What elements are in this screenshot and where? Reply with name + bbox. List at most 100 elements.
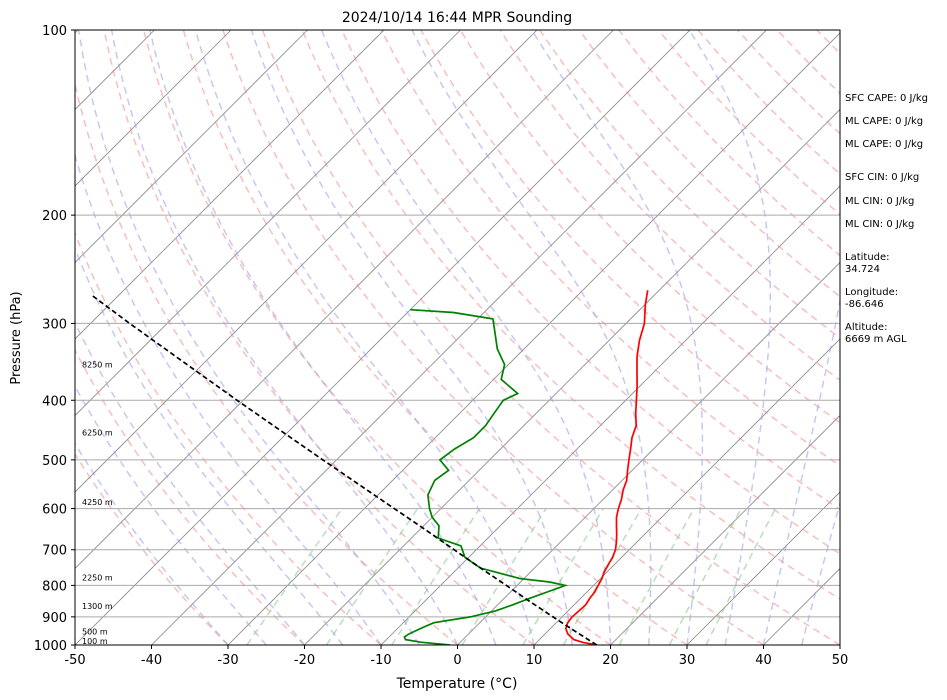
y-tick-label: 1000: [34, 639, 67, 654]
dry-adiabat: [75, 80, 458, 645]
height-label: 8250 m: [82, 360, 113, 369]
x-tick-label: 20: [602, 653, 619, 668]
altitude-label: Altitude: 6669 m AGL: [845, 322, 907, 345]
moist-adiabat: [75, 442, 229, 645]
ml-cape-label-1: ML CAPE: 0 J/kg: [845, 116, 924, 127]
x-tick-label: -10: [370, 653, 391, 668]
moist-adiabat: [75, 320, 306, 645]
dry-adiabat: [459, 30, 840, 424]
y-tick-label: 900: [42, 611, 67, 626]
isotherm-line: [151, 30, 767, 645]
plot-frame: [74, 29, 841, 646]
isotherm-line: [533, 338, 840, 645]
x-axis-label: Temperature (°C): [396, 676, 518, 692]
height-label: 2250 m: [82, 574, 113, 583]
x-tick-label: -40: [141, 653, 162, 668]
sounding-series-1: [564, 290, 649, 645]
isotherm-line: [304, 108, 840, 645]
mixing-ratio-line: [246, 508, 343, 645]
dry-adiabat: [341, 30, 840, 555]
moist-adiabat: [531, 30, 704, 645]
y-tick-label: 500: [42, 454, 67, 469]
x-tick-label: -30: [217, 653, 238, 668]
isotherm-line: [75, 30, 461, 417]
x-tick-label: 50: [832, 653, 849, 668]
sounding-series-2: [403, 308, 569, 645]
moist-adiabat: [110, 30, 459, 645]
y-tick-label: 700: [42, 544, 67, 559]
longitude-label: Longitude: -86.646: [845, 287, 899, 310]
dry-adiabat: [75, 348, 306, 645]
isotherm-line: [75, 30, 614, 570]
height-label: 4250 m: [82, 498, 113, 507]
x-tick-label: 30: [679, 653, 696, 668]
isotherm-line: [457, 261, 840, 645]
sfc-cin-label: SFC CIN: 0 J/kg: [845, 172, 920, 183]
dry-adiabat: [103, 30, 535, 645]
mixing-ratio-line: [522, 508, 604, 645]
isotherm-line: [610, 414, 840, 645]
height-label: 1300 m: [82, 602, 113, 611]
moist-adiabat: [250, 30, 574, 645]
ml-cin-label-1: ML CIN: 0 J/kg: [845, 196, 915, 207]
moist-adiabat: [688, 30, 772, 645]
isotherm-line: [380, 185, 840, 645]
y-tick-label: 600: [42, 503, 67, 518]
x-tick-label: 0: [453, 653, 461, 668]
mixing-ratio-line: [391, 508, 481, 645]
y-tick-label: 100: [42, 24, 67, 39]
moist-adiabat: [75, 384, 267, 645]
dry-adiabat: [182, 30, 688, 645]
mixing-ratio-line: [705, 508, 777, 645]
y-tick-label: 200: [42, 209, 67, 224]
mixing-ratio-line: [618, 508, 695, 645]
isotherm-line: [75, 30, 232, 187]
dry-adiabat: [301, 30, 840, 600]
pressure-gridlines: [75, 29, 840, 646]
dry-adiabat: [75, 231, 382, 645]
isotherm-line: [686, 491, 840, 645]
isotherm-line: [75, 30, 385, 340]
dry-adiabat: [142, 30, 611, 645]
mixing-ratio-line: [562, 508, 643, 645]
moist-adiabat: [320, 30, 612, 645]
height-label: 6250 m: [82, 429, 113, 438]
height-label: 500 m: [82, 627, 108, 636]
ml-cape-label-2: ML CAPE: 0 J/kg: [845, 139, 924, 150]
y-tick-label: 800: [42, 579, 67, 594]
mixing-ratio-line: [461, 508, 547, 645]
latitude-label: Latitude: 34.724: [845, 252, 890, 275]
dry-adiabat: [75, 452, 229, 645]
sfc-cape-label: SFC CAPE: 0 J/kg: [845, 93, 928, 104]
x-tick-label: 10: [526, 653, 543, 668]
sounding-series-3: [91, 294, 598, 645]
dry-adiabat: [261, 30, 840, 645]
mixing-ratio-line: [668, 508, 742, 645]
y-axis-label: Pressure (hPa): [9, 291, 24, 384]
moist-adiabat: [77, 30, 420, 645]
x-axis-ticks: -50 -40 -30 -20 -10 0 10 20 30 40 50: [64, 645, 848, 668]
chart-title: 2024/10/14 16:44 MPR Sounding: [342, 10, 572, 26]
moist-adiabat: [75, 152, 382, 645]
y-tick-label: 300: [42, 317, 67, 332]
x-tick-label: -20: [294, 653, 315, 668]
x-tick-label: 40: [755, 653, 772, 668]
isotherm-line: [75, 30, 538, 493]
moist-adiabat: [194, 30, 535, 645]
moist-adiabat: [411, 30, 652, 645]
moist-adiabat: [149, 30, 497, 645]
ml-cin-label-2: ML CIN: 0 J/kg: [845, 219, 915, 230]
height-label: 100 m: [82, 637, 108, 646]
x-tick-label: -50: [64, 653, 85, 668]
background-lines: [0, 30, 840, 645]
dry-adiabat: [222, 30, 764, 645]
y-tick-label: 400: [42, 394, 67, 409]
isotherm-line: [75, 30, 691, 645]
isotherm-line: [0, 30, 2, 645]
isotherm-line: [227, 32, 840, 645]
y-axis-ticks: 100 200 300 400 500 600 700 800 900 1000: [34, 24, 75, 654]
isotherm-line: [75, 30, 308, 264]
sounding-traces: [91, 290, 649, 645]
